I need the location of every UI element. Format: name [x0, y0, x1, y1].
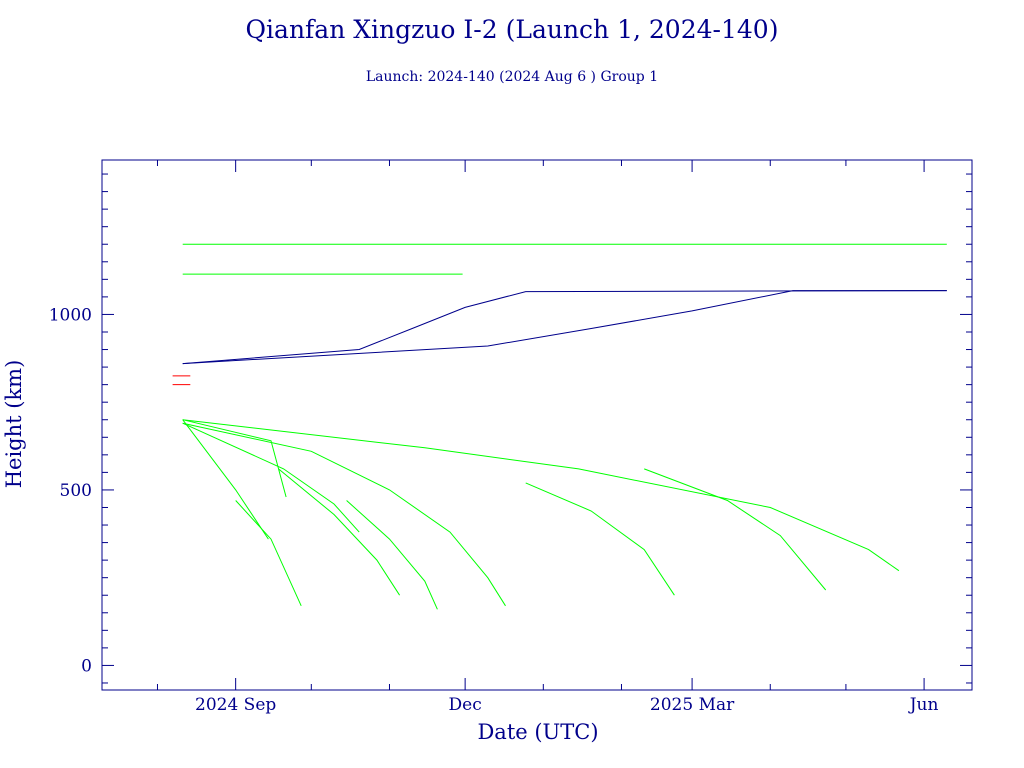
plot-frame: 0 500 1000 2024 Sep Dec 2025 Mar Jun: [49, 159, 973, 715]
x-tick-label: 2024 Sep: [195, 695, 276, 715]
x-axis-label: Date (UTC): [477, 720, 598, 744]
series-line: [182, 290, 947, 365]
x-tick-label: Dec: [449, 695, 482, 715]
series-line: [346, 500, 438, 610]
y-axis-label: Height (km): [2, 360, 26, 489]
axes-frame: [101, 159, 973, 691]
plot-area: [172, 243, 947, 610]
series-line: [182, 422, 360, 533]
series-line: [525, 482, 675, 596]
y-tick-label: 1000: [49, 305, 92, 325]
x-tick-label: 2025 Mar: [650, 695, 735, 715]
series-line: [235, 500, 302, 607]
series-line: [182, 290, 947, 365]
x-tick-label: Jun: [908, 695, 939, 715]
series-line: [278, 468, 401, 596]
y-tick-label: 0: [81, 656, 92, 676]
series-line: [182, 419, 287, 498]
y-tick-label: 500: [60, 481, 92, 501]
series-line: [182, 419, 900, 572]
series-line: [182, 419, 269, 540]
series-line: [182, 422, 506, 607]
chart-subtitle: Launch: 2024-140 (2024 Aug 6 ) Group 1: [366, 69, 658, 85]
chart-title: Qianfan Xingzuo I-2 (Launch 1, 2024-140): [246, 15, 779, 44]
series-line: [644, 468, 827, 591]
